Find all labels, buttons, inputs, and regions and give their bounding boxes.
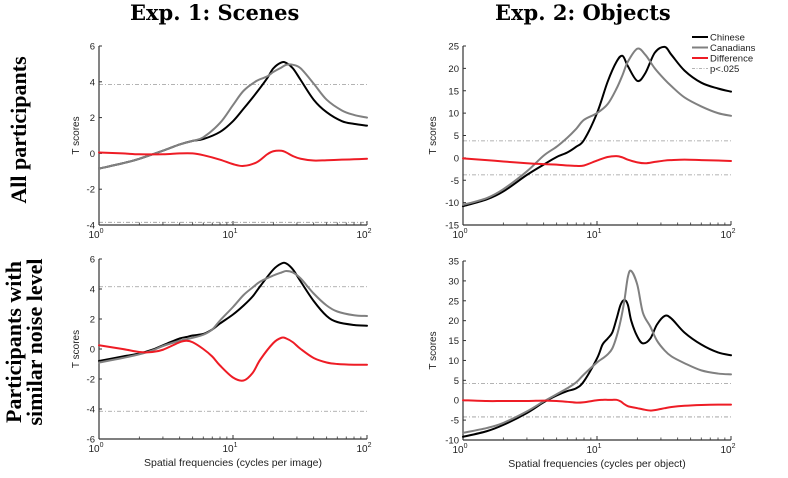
y-tick-label: 20 xyxy=(448,316,459,327)
x-axis-label: Spatial frequencies (cycles per image) xyxy=(144,457,322,469)
x-tick-label: 102 xyxy=(356,442,371,455)
series-line-canadians xyxy=(98,63,368,170)
chart-panel-bottom-left: -6 -4 -2 0 2 4 6 100 101 102 T scores Spatial frequ… xyxy=(71,255,372,470)
y-tick-label: -2 xyxy=(87,185,95,196)
y-tick-label: 10 xyxy=(448,356,459,367)
y-axis-label: T scores xyxy=(71,330,82,368)
legend-label: Canadians xyxy=(710,43,756,54)
y-tick-label: 2 xyxy=(90,113,95,124)
y-tick-label: 5 xyxy=(454,131,459,142)
x-tick-label: 101 xyxy=(222,442,237,455)
chart-panel-top-right: -15 -10 -5 0 5 10 15 20 25 100 101 102 T scores xyxy=(428,42,736,242)
y-tick-label: 5 xyxy=(454,376,459,387)
series-line-canadians xyxy=(462,47,732,206)
y-tick-label: -2 xyxy=(87,375,95,386)
y-tick-label: 6 xyxy=(90,42,95,53)
y-tick-label: 6 xyxy=(90,255,95,266)
x-tick-label: 100 xyxy=(88,442,103,455)
y-tick-label: 0 xyxy=(454,396,459,407)
y-tick-label: 20 xyxy=(448,64,459,75)
y-axis-label: T scores xyxy=(428,116,439,154)
x-tick-label: 101 xyxy=(222,228,237,241)
series-line-difference xyxy=(98,149,368,167)
y-tick-label: 15 xyxy=(448,336,459,347)
chart-panel-bottom-right: -10 -5 0 5 10 15 20 25 30 35 100 101 102 T scores Spat… xyxy=(428,257,736,471)
series-line-chinese xyxy=(462,298,732,438)
x-tick-label: 101 xyxy=(586,228,601,241)
y-tick-label: -6 xyxy=(87,435,95,446)
y-tick-label: 15 xyxy=(448,86,459,97)
x-tick-label: 100 xyxy=(452,443,467,456)
y-tick-label: 2 xyxy=(90,315,95,326)
y-axis-label: T scores xyxy=(71,116,82,154)
column-title-scenes: Exp. 1: Scenes xyxy=(130,0,300,25)
series-line-canadians xyxy=(462,269,732,434)
y-tick-label: -5 xyxy=(451,416,459,427)
legend-label: p<.025 xyxy=(710,64,739,75)
series-line-chinese xyxy=(98,261,368,362)
legend-label: Chinese xyxy=(710,33,745,44)
x-tick-label: 102 xyxy=(720,228,735,241)
x-tick-label: 102 xyxy=(356,228,371,241)
y-tick-label: -10 xyxy=(445,198,459,209)
y-tick-label: -4 xyxy=(87,405,95,416)
y-tick-label: 0 xyxy=(90,345,95,356)
x-tick-label: 101 xyxy=(586,443,601,456)
x-tick-label: 100 xyxy=(88,228,103,241)
x-tick-label: 102 xyxy=(720,443,735,456)
y-tick-label: 25 xyxy=(448,42,459,53)
y-axis-label: T scores xyxy=(428,331,439,369)
series-line-chinese xyxy=(98,60,368,170)
y-tick-label: -10 xyxy=(445,436,459,447)
series-line-difference xyxy=(98,336,368,382)
x-axis-label: Spatial frequencies (cycles per object) xyxy=(508,458,685,470)
y-tick-label: -15 xyxy=(445,221,459,232)
y-tick-label: 25 xyxy=(448,296,459,307)
series-line-chinese xyxy=(462,45,732,208)
column-title-objects: Exp. 2: Objects xyxy=(495,0,671,25)
y-tick-label: 35 xyxy=(448,257,459,268)
y-tick-label: -5 xyxy=(451,176,459,187)
y-tick-label: -4 xyxy=(87,221,95,232)
y-tick-label: 4 xyxy=(90,285,95,296)
x-tick-label: 100 xyxy=(452,228,467,241)
legend-label: Difference xyxy=(710,54,753,65)
chart-panel-top-left: -4 -2 0 2 4 6 100 101 102 T scores xyxy=(71,42,372,242)
y-tick-label: 30 xyxy=(448,276,459,287)
y-tick-label: 0 xyxy=(454,153,459,164)
series-line-canadians xyxy=(98,270,368,364)
series-line-difference xyxy=(462,155,732,168)
y-tick-label: 4 xyxy=(90,77,95,88)
series-line-difference xyxy=(462,398,732,412)
y-tick-label: 0 xyxy=(90,149,95,160)
y-tick-label: 10 xyxy=(448,109,459,120)
